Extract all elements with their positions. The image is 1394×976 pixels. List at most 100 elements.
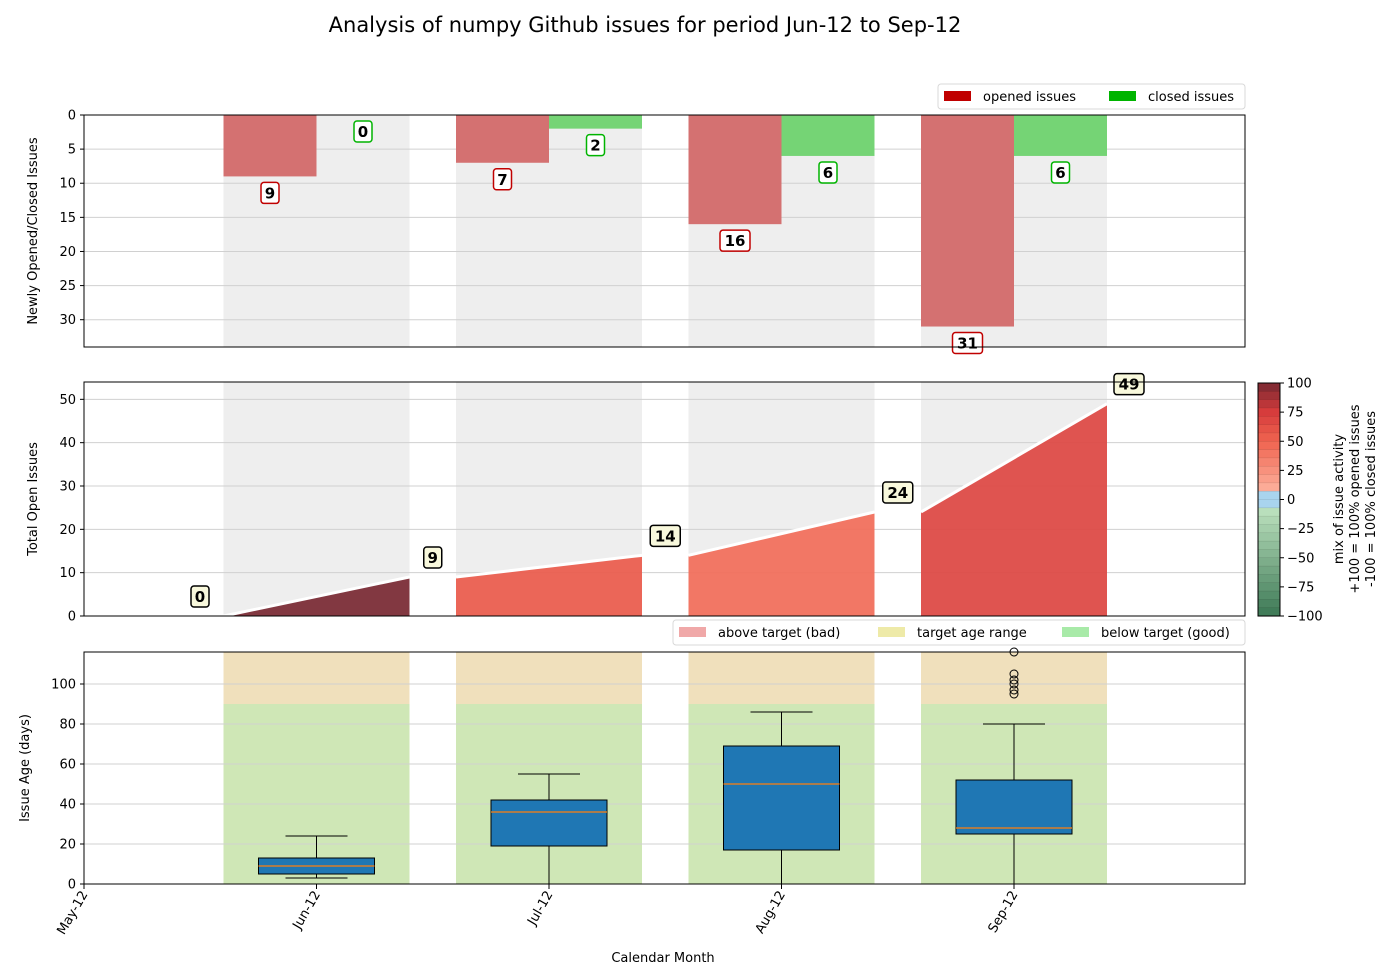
colorbar-tick-label: 75 bbox=[1287, 406, 1304, 421]
opened-data-label: 9 bbox=[265, 184, 275, 202]
y-tick-label: 30 bbox=[59, 480, 76, 495]
total-data-label: 24 bbox=[887, 484, 908, 502]
opened-data-label: 31 bbox=[957, 335, 978, 353]
total-label-box bbox=[882, 481, 914, 504]
colorbar-band bbox=[1257, 391, 1281, 401]
y-tick-label: 60 bbox=[59, 758, 76, 773]
outlier-point bbox=[1009, 669, 1019, 679]
box bbox=[490, 799, 608, 847]
y-tick-label: 15 bbox=[59, 211, 76, 226]
open-issues-area bbox=[456, 555, 642, 616]
colorbar-band bbox=[1257, 465, 1281, 476]
legend-frame bbox=[672, 619, 1246, 646]
x-tick-label: Jul-12 bbox=[525, 889, 557, 929]
colorbar-band bbox=[1257, 540, 1281, 551]
opened-bar bbox=[456, 115, 549, 163]
opened-bar bbox=[688, 115, 782, 225]
legend-frame bbox=[937, 83, 1246, 110]
y-axis-label: Newly Opened/Closed Issues bbox=[26, 137, 41, 325]
colorbar-band bbox=[1257, 574, 1281, 584]
legend-label: below target (good) bbox=[1101, 626, 1230, 641]
x-tick-label: Jun-12 bbox=[290, 889, 324, 933]
colorbar-band bbox=[1257, 432, 1281, 442]
legend-label-closed: closed issues bbox=[1148, 90, 1234, 105]
y-tick-label: 5 bbox=[68, 143, 76, 158]
total-data-label: 14 bbox=[655, 527, 676, 545]
colorbar-band bbox=[1257, 515, 1281, 526]
open-issues-area-chart: 0 10 20 30 40 50 0 9 14 24 49 Total Open Issues bbox=[26, 372, 1246, 625]
closed-data-label: 2 bbox=[590, 137, 600, 155]
total-label-box bbox=[190, 585, 210, 608]
closed-data-label: 0 bbox=[358, 123, 368, 141]
x-tick-label: May-12 bbox=[55, 889, 92, 938]
legend: above target (bad) target age range below … bbox=[672, 619, 1246, 646]
y-axis-label: Issue Age (days) bbox=[18, 714, 33, 822]
closed-label-box bbox=[1050, 161, 1071, 184]
opened-data-label: 7 bbox=[497, 171, 507, 189]
y-tick-label: 10 bbox=[59, 566, 76, 581]
colorbar-tick-label: 25 bbox=[1287, 464, 1304, 479]
legend-swatch bbox=[679, 627, 706, 637]
colorbar-band bbox=[1257, 557, 1281, 567]
colorbar-tick-label: −100 bbox=[1287, 610, 1323, 625]
legend-label-opened: opened issues bbox=[983, 90, 1076, 105]
opened-label-box bbox=[492, 168, 513, 191]
y-tick-label: 80 bbox=[59, 718, 76, 733]
colorbar-band bbox=[1257, 524, 1281, 534]
above-target-band bbox=[688, 652, 875, 704]
y-tick-label: 100 bbox=[51, 678, 76, 693]
total-data-label: 0 bbox=[195, 588, 205, 606]
issue-age-box-chart: 0 20 40 60 80 100 Issue Age (days) above target… bbox=[18, 619, 1246, 893]
open-issues-area bbox=[921, 403, 1107, 616]
colorbar-band bbox=[1257, 599, 1281, 609]
opened-bar bbox=[223, 115, 317, 177]
y-tick-label: 0 bbox=[68, 878, 76, 893]
colorbar-tick-label: −50 bbox=[1287, 551, 1314, 566]
legend-swatch bbox=[1062, 627, 1089, 637]
colorbar-tick-label: −25 bbox=[1287, 522, 1314, 537]
month-axis: May-12 Jun-12 Jul-12 Aug-12 Sep-12 bbox=[55, 884, 1022, 938]
legend-label: target age range bbox=[917, 626, 1027, 641]
colorbar-band bbox=[1257, 565, 1281, 576]
trend-line bbox=[223, 575, 410, 618]
outlier-point bbox=[1009, 675, 1019, 685]
total-label-box bbox=[649, 524, 681, 548]
colorbar-band bbox=[1257, 532, 1281, 542]
opened-label-box bbox=[951, 331, 984, 355]
colorbar-band bbox=[1257, 549, 1281, 559]
trend-line bbox=[455, 553, 643, 579]
outlier-point bbox=[1009, 689, 1019, 699]
opened-closed-bar-chart: 0 5 10 15 20 25 30 9 0 7 2 16 6 31 6 Newly Opened/Close… bbox=[26, 83, 1246, 355]
y-tick-label: 30 bbox=[59, 313, 76, 328]
plot-frame bbox=[83, 651, 1246, 885]
colorbar-label: -100 = 100% closed issues bbox=[1364, 411, 1379, 587]
y-tick-label: 20 bbox=[59, 838, 76, 853]
figure-title: Analysis of numpy Github issues for peri… bbox=[329, 13, 962, 37]
total-data-label: 49 bbox=[1119, 376, 1140, 394]
legend-swatch-closed bbox=[1109, 91, 1136, 101]
y-tick-label: 50 bbox=[59, 393, 76, 408]
colorbar-band bbox=[1257, 507, 1281, 517]
colorbar-label: mix of issue activity bbox=[1332, 434, 1347, 565]
x-axis-label: Calendar Month bbox=[611, 951, 714, 966]
legend-label: above target (bad) bbox=[718, 626, 840, 641]
closed-label-box bbox=[818, 161, 838, 184]
closed-bar bbox=[781, 115, 875, 156]
x-tick-label: Sep-12 bbox=[986, 889, 1022, 936]
colorbar-band bbox=[1257, 457, 1281, 467]
plot-frame bbox=[83, 114, 1246, 348]
colorbar-band bbox=[1257, 490, 1281, 501]
closed-bar bbox=[1014, 115, 1107, 156]
opened-data-label: 16 bbox=[725, 232, 746, 250]
closed-bar bbox=[549, 115, 642, 129]
colorbar-band bbox=[1257, 482, 1281, 492]
opened-label-box bbox=[260, 181, 280, 205]
colorbar-band bbox=[1257, 416, 1281, 426]
colorbar-band bbox=[1257, 449, 1281, 459]
y-tick-label: 25 bbox=[59, 279, 76, 294]
closed-label-box bbox=[353, 120, 373, 143]
y-tick-label: 10 bbox=[59, 177, 76, 192]
total-label-box bbox=[423, 546, 443, 569]
total-data-label: 9 bbox=[428, 549, 438, 567]
